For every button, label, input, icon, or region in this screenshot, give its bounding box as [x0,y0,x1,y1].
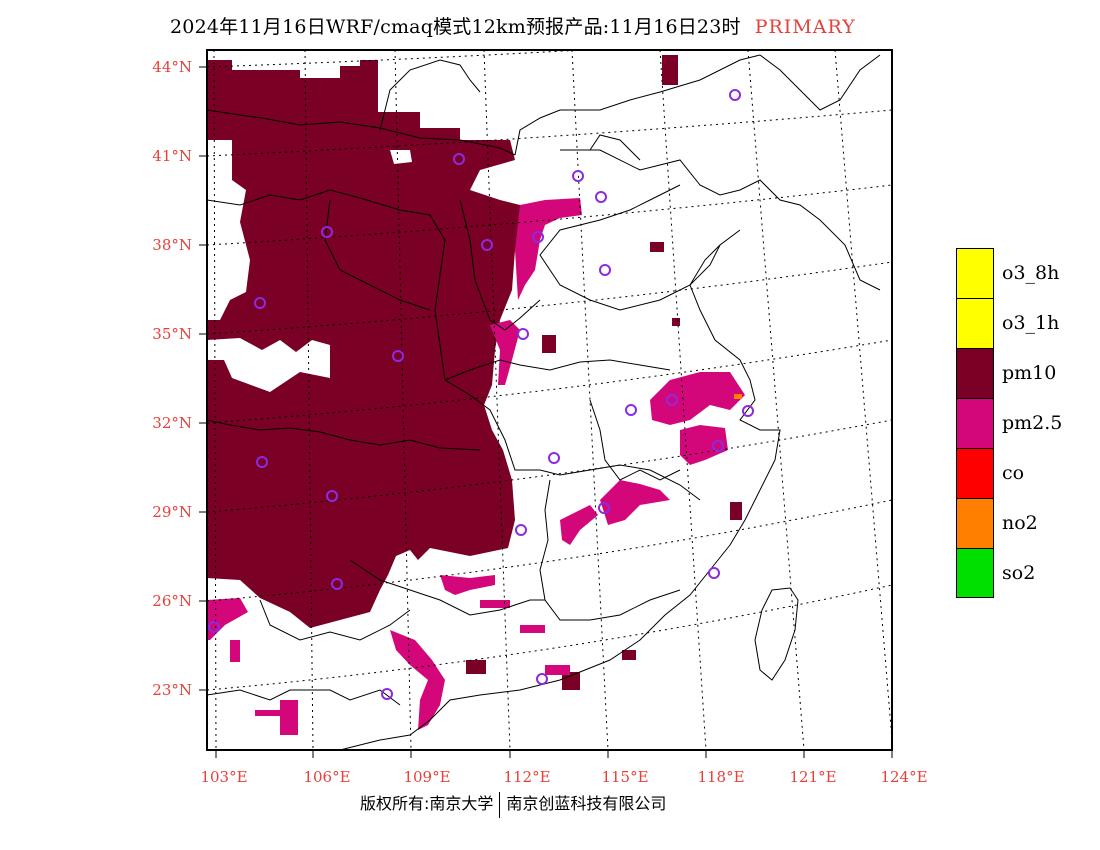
legend-swatch [956,298,994,348]
legend-swatch [956,498,994,548]
pm10-clear-west [207,140,250,320]
legend-label: co [1002,462,1025,484]
title-tag: PRIMARY [754,16,856,38]
no2-spot [734,394,742,399]
legend-swatch [956,348,994,398]
copyright-footer: 版权所有:南京大学 南京创蓝科技有限公司 [360,790,666,818]
title-text: 2024年11月16日WRF/cmaq模式12km预报产品:11月16日23时 [170,16,741,38]
legend-label: no2 [1002,512,1038,534]
lat-label-38: 38°N [152,236,192,254]
legend-label: pm10 [1002,362,1057,384]
lat-label-41: 41°N [152,147,192,165]
pm25-south [440,575,495,595]
pm25-spot [545,665,570,675]
pm10-spot [562,672,580,690]
pm10-spot [662,55,678,85]
pm25-hunan [560,505,598,545]
copyright-right: 南京创蓝科技有限公司 [506,794,667,813]
pm10-spot [650,242,664,252]
pm25-north-china [515,198,582,300]
lon-label-103: 103°E [200,768,247,786]
map-frame [206,49,893,751]
pm10-region [207,60,525,628]
pm10-clear-southwest [207,338,330,392]
lon-label-112: 112°E [503,768,550,786]
lat-label-44: 44°N [152,58,192,76]
legend-label: pm2.5 [1002,412,1063,434]
lat-label-32: 32°N [152,414,192,432]
pm25-henan [490,320,520,385]
map-title: 2024年11月16日WRF/cmaq模式12km预报产品:11月16日23时 P… [170,12,856,39]
legend-label: so2 [1002,562,1036,584]
pm25-spot [255,710,281,716]
pm25-spot [520,625,545,633]
pm10-spot [622,650,636,660]
footer-divider [499,791,501,818]
pm25-yunnan [207,598,248,640]
graticule [207,50,892,750]
lon-label-109: 109°E [403,768,450,786]
lat-label-23: 23°N [152,681,192,699]
pm10-spot [672,318,680,326]
pm25-yangtze [680,425,728,465]
city-markers [208,89,754,700]
boundaries [207,54,881,750]
pm10-clear-north [390,150,412,164]
pm10-spot [730,502,742,520]
lon-label-115: 115°E [601,768,648,786]
pm25-spot [230,640,240,662]
lon-label-118: 118°E [697,768,744,786]
pm25-guangxi [390,630,445,730]
legend-swatch [956,248,994,298]
legend-item-pm25: pm2.5 [956,398,1096,448]
lon-label-124: 124°E [880,768,927,786]
legend-swatch [956,448,994,498]
legend-item-no2: no2 [956,498,1096,548]
legend-item-so2: so2 [956,548,1096,598]
pm25-spot [480,600,510,608]
legend-swatch [956,398,994,448]
lat-label-26: 26°N [152,592,192,610]
legend-label: o3_1h [1002,312,1060,334]
legend-item-pm10: pm10 [956,348,1096,398]
legend-item-o3-8h: o3_8h [956,248,1096,298]
legend: o3_8h o3_1h pm10 pm2.5 co no2 so2 [956,248,1096,598]
legend-label: o3_8h [1002,262,1060,284]
lat-label-35: 35°N [152,325,192,343]
copyright-left: 版权所有:南京大学 [360,794,494,813]
pm25-jianghuai [650,372,745,425]
map-area [207,50,892,750]
lon-label-121: 121°E [789,768,836,786]
lat-label-29: 29°N [152,503,192,521]
pm10-spot [466,660,486,674]
lon-label-106: 106°E [303,768,350,786]
legend-swatch [956,548,994,598]
lat-ticks [199,66,207,691]
pm25-spot [280,700,298,735]
legend-item-o3-1h: o3_1h [956,298,1096,348]
legend-item-co: co [956,448,1096,498]
pm25-poyang [600,480,670,525]
pm10-spot [542,335,556,353]
lon-ticks [215,750,893,758]
